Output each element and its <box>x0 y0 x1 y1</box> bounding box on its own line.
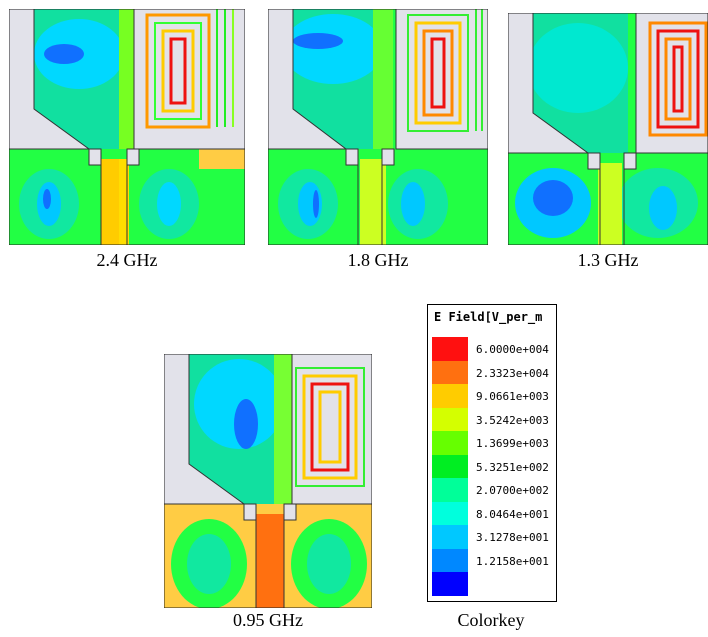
field-plot-1-8ghz <box>268 9 488 245</box>
colorkey-level-label: 9.0661e+003 <box>476 390 549 403</box>
field-plot-0-95ghz <box>164 354 372 608</box>
colorkey-swatch <box>432 478 468 502</box>
colorkey-swatch <box>432 454 468 479</box>
colorkey-legend: E Field[V_per_m 6.0000e+004 2.3323e+004 9.… <box>427 304 557 602</box>
caption-0-95ghz: 0.95 GHz <box>233 610 303 630</box>
caption-1-8ghz: 1.8 GHz <box>347 250 409 270</box>
colorkey-swatch <box>432 548 468 573</box>
colorkey-swatch <box>432 572 468 596</box>
colorkey-level-label: 2.0700e+002 <box>476 484 549 497</box>
field-plot-2-4ghz <box>9 9 245 245</box>
colorkey-swatch <box>432 407 468 432</box>
colorkey-swatch <box>432 384 468 408</box>
colorkey-level-label: 1.2158e+001 <box>476 554 549 568</box>
colorkey-level-label: 3.1278e+001 <box>476 531 549 544</box>
colorkey-swatch <box>432 360 468 385</box>
colorkey-swatch <box>432 431 468 455</box>
colorkey-swatch <box>432 501 468 526</box>
colorkey-level-label: 2.3323e+004 <box>476 366 549 380</box>
caption-colorkey: Colorkey <box>457 610 525 630</box>
colorkey-level-label: 3.5242e+003 <box>476 413 549 427</box>
colorkey-level-label: 1.3699e+003 <box>476 437 549 450</box>
colorkey-title: E Field[V_per_m <box>434 310 543 324</box>
colorkey-level-label: 6.0000e+004 <box>476 343 549 356</box>
colorkey-level-label: 5.3251e+002 <box>476 460 549 474</box>
caption-2-4ghz: 2.4 GHz <box>96 250 158 270</box>
colorkey-swatch <box>432 337 468 361</box>
caption-1-3ghz: 1.3 GHz <box>577 250 639 270</box>
field-plot-1-3ghz <box>508 13 708 245</box>
colorkey-swatch <box>432 525 468 549</box>
colorkey-level-label: 8.0464e+001 <box>476 507 549 521</box>
